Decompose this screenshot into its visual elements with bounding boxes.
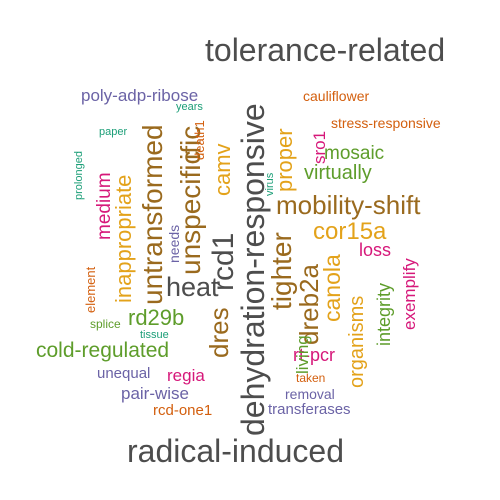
word-splice: splice — [90, 317, 121, 331]
word-cauliflower: cauliflower — [303, 88, 370, 104]
word-rt-pcr: rt-pcr — [293, 345, 335, 365]
word-removal: removal — [285, 386, 335, 402]
word-regia: regia — [167, 366, 205, 385]
word-sro1: sro1 — [310, 130, 329, 164]
word-living: living — [293, 335, 312, 374]
word-mosaic: mosaic — [324, 143, 385, 164]
word-loss: loss — [359, 240, 392, 260]
word-prolonged: prolonged — [73, 151, 85, 200]
word-stress-responsive: stress-responsive — [331, 115, 441, 131]
word-radical-induced: radical-induced — [127, 433, 345, 469]
word-tighter: tighter — [266, 232, 297, 310]
word-tolerance-related: tolerance-related — [205, 32, 446, 68]
word-poly-adp-ribose: poly-adp-ribose — [81, 86, 199, 105]
word-dres: dres — [204, 307, 234, 358]
word-untransformed: untransformed — [137, 124, 168, 305]
word-taken: taken — [296, 371, 326, 385]
word-rcd1: rcd1 — [207, 232, 240, 291]
word-organisms: organisms — [346, 295, 368, 388]
word-canola: canola — [319, 254, 345, 322]
word-element: element — [83, 266, 98, 313]
word-rcd-one1: rcd-one1 — [153, 402, 213, 419]
word-virus: virus — [264, 172, 276, 196]
word-transferases: transferases — [268, 401, 351, 418]
word-camv: camv — [210, 143, 235, 196]
word-paper: paper — [99, 126, 128, 138]
word-medium: medium — [94, 172, 115, 240]
word-dehydration-responsive: dehydration-responsive — [235, 103, 271, 436]
word-cold-regulated: cold-regulated — [36, 339, 170, 362]
word-cor15a: cor15a — [313, 218, 387, 245]
word-heat: heat — [166, 272, 219, 302]
word-tissue: tissue — [140, 329, 169, 341]
word-inappropriate: inappropriate — [111, 174, 136, 303]
word-rd29b: rd29b — [128, 305, 185, 330]
word-years: years — [176, 101, 203, 113]
word-mobility-shift: mobility-shift — [276, 190, 421, 220]
word-death1: death1 — [192, 120, 207, 160]
word-needs: needs — [166, 224, 182, 263]
word-virtually: virtually — [304, 162, 372, 184]
word-exemplify: exemplify — [400, 258, 419, 330]
word-unequal: unequal — [97, 365, 151, 382]
word-integrity: integrity — [374, 282, 394, 346]
word-pair-wise: pair-wise — [121, 384, 190, 403]
word-proper: proper — [272, 128, 297, 192]
